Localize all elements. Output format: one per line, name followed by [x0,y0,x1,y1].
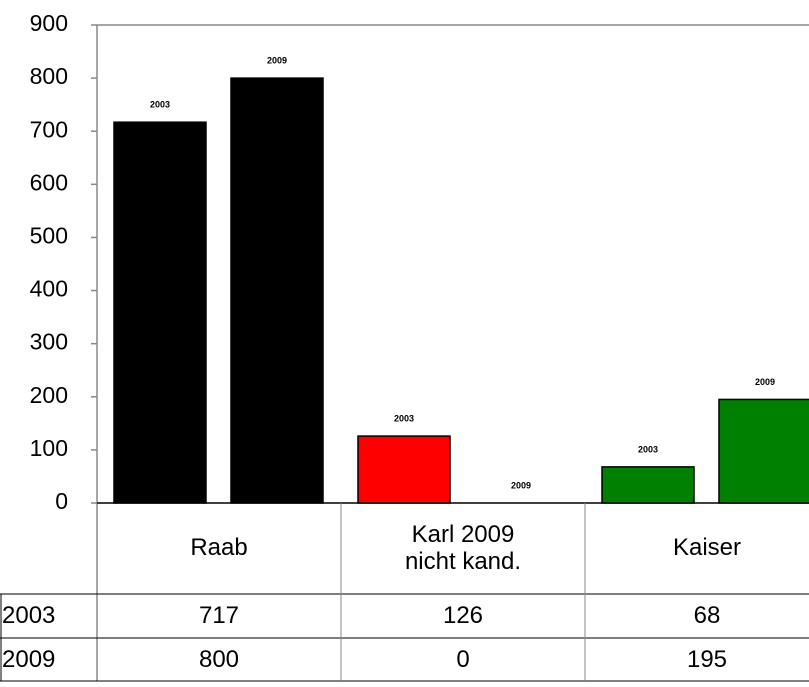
bar [113,121,207,504]
table-value: 0 [456,645,470,673]
table-value: 717 [198,601,240,629]
y-tick-label: 900 [30,10,68,36]
y-tick-label: 100 [30,435,68,461]
data-label: 2003 [150,100,170,110]
table-value: 195 [686,645,728,673]
category-label: Kaiser [672,534,742,562]
table-row-label: 2003 [2,601,56,629]
data-label: 2009 [267,55,287,65]
data-label: 2009 [755,377,775,387]
data-label: 2003 [394,413,414,423]
data-label: 2003 [638,444,658,454]
data-label: 2009 [511,480,531,490]
y-tick-label: 300 [30,329,68,355]
y-tick-label: 200 [30,382,68,408]
y-tick-label: 700 [30,116,68,142]
category-label: Raab [190,534,248,562]
y-tick-label: 400 [30,276,68,302]
y-tick-label: 500 [30,223,68,249]
category-label: Karl 2009 nicht kand. [404,521,522,575]
y-tick-label: 600 [30,169,68,195]
bar [357,435,451,504]
bar [718,398,809,504]
table-value: 68 [693,601,721,629]
bar [230,77,324,504]
table-value: 800 [198,645,240,673]
y-tick-label: 0 [55,488,68,514]
table-value: 126 [442,601,484,629]
y-tick-label: 800 [30,63,68,89]
table-row-label: 2009 [2,645,56,673]
bar [601,466,695,504]
